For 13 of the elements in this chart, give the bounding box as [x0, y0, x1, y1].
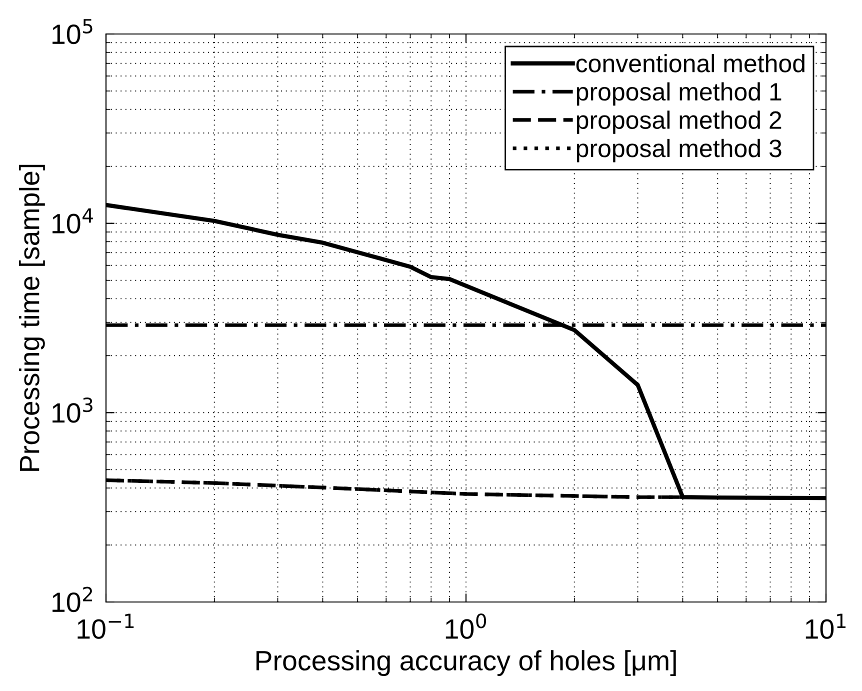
y-axis-title: Processing time [sample]: [18, 164, 45, 471]
x-tick-label: 10$^{−1}$: [78, 614, 134, 639]
x-tick-label: 10$^{0}$: [446, 614, 486, 639]
y-tick-label: 10$^{5}$: [52, 19, 92, 44]
y-tick-label: 10$^{4}$: [52, 208, 93, 234]
legend-label: proposal method 3: [576, 138, 782, 162]
legend-label: conventional method: [576, 54, 804, 72]
legend-label: proposal method 1: [576, 82, 782, 106]
legend-label: proposal method 2: [576, 110, 782, 134]
x-tick-label: 10$^{1}$: [806, 614, 846, 639]
y-tick-label: 10$^{2}$: [52, 586, 92, 612]
y-tick-label: 10$^{3}$: [52, 397, 92, 423]
x-axis-title: Processing accuracy of holes [μm]: [256, 650, 676, 676]
